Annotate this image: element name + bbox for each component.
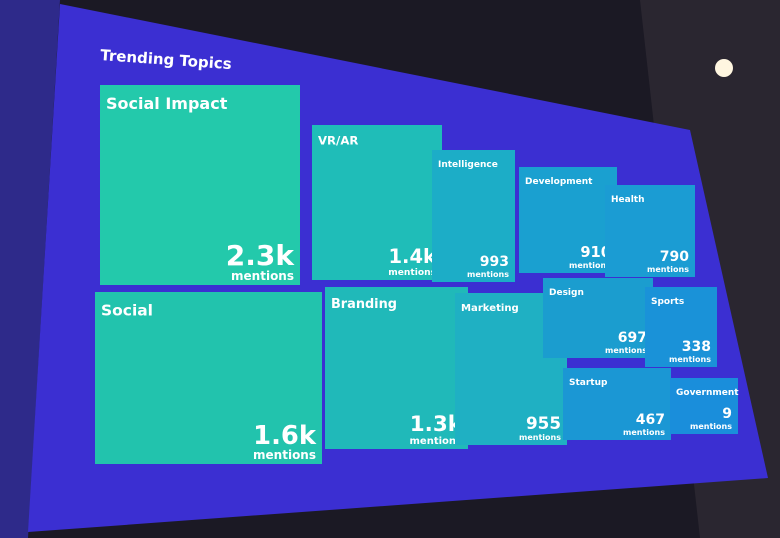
tile-label: VR/AR [318, 134, 358, 148]
tile-label: Intelligence [438, 160, 498, 170]
tile-value: 467 [636, 412, 665, 428]
tile-unit: mentions [467, 270, 509, 279]
tile-value: 697 [618, 330, 647, 346]
tile [100, 85, 300, 285]
tile-label: Health [611, 195, 645, 205]
tile-label: Design [549, 288, 584, 298]
tile-unit: mentions [231, 269, 294, 283]
tile-value: 338 [682, 339, 711, 355]
tile-unit: mentions [569, 261, 611, 270]
tile [432, 150, 515, 282]
tile [645, 287, 717, 367]
tile-value: 910 [580, 244, 611, 261]
tile [95, 292, 322, 464]
treemap: Social Impact2.3kmentionsSocial1.6kmenti… [95, 85, 739, 464]
tile-unit: mentions [605, 346, 647, 355]
tile [543, 278, 653, 358]
tile [519, 167, 617, 273]
tile-value: 2.3k [226, 239, 296, 272]
side-screen [0, 0, 60, 538]
tile-label: Marketing [461, 303, 519, 314]
tile [563, 368, 671, 440]
tile [605, 185, 695, 277]
tile-value: 790 [660, 249, 689, 265]
tile-value: 993 [480, 254, 509, 270]
tile-label: Development [525, 177, 593, 187]
tile-label: Branding [331, 297, 397, 312]
tile-label: Startup [569, 378, 608, 388]
tile [325, 287, 468, 449]
tile [670, 378, 738, 434]
ceiling-light [715, 59, 733, 77]
tile-unit: mentions [253, 448, 316, 462]
tile-unit: mentions [690, 422, 732, 431]
tile-label: Social Impact [106, 94, 228, 113]
tile-unit: mentions [388, 268, 436, 278]
tile-label: Government [676, 388, 739, 398]
tile-value: 9 [722, 406, 732, 422]
tile-value: 1.3k [410, 412, 463, 437]
tile-value: 1.6k [253, 421, 317, 451]
tile-label: Sports [651, 297, 684, 307]
tile-value: 1.4k [388, 245, 437, 268]
tile-unit: mentions [647, 265, 689, 274]
tile-unit: mentions [623, 428, 665, 437]
tile-unit: mentions [519, 433, 561, 442]
tile-value: 955 [526, 413, 561, 433]
tile-label: Social [101, 301, 153, 319]
tile-unit: mentions [669, 355, 711, 364]
tile-unit: mentions [410, 436, 463, 447]
tile [312, 125, 442, 280]
